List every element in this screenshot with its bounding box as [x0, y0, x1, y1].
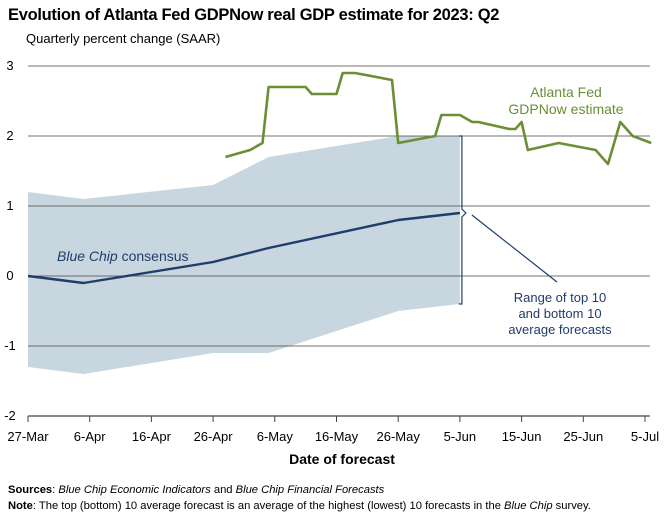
bluechip-label: Blue Chip consensus [57, 248, 189, 264]
methodology-note: Note: The top (bottom) 10 average foreca… [8, 500, 591, 512]
x-tick-label: 16-Apr [132, 429, 172, 444]
gdpnow-estimate-line [225, 71, 652, 166]
y-tick-label: -1 [4, 338, 16, 353]
y-tick-label: 1 [6, 198, 13, 213]
x-tick-label: 6-May [257, 429, 294, 444]
gdpnow-chart: 3 2 1 0 -1 -2 27-Mar 6-Apr 16-Apr 26-Apr 6-May 16-M… [4, 58, 659, 467]
gdpnow-label-line: GDPNow estimate [508, 101, 623, 117]
footnotes: Sources: Blue Chip Economic Indicators a… [8, 482, 591, 514]
x-axis-label: Date of forecast [289, 451, 395, 467]
range-label-line: and bottom 10 [518, 306, 601, 321]
range-bracket [458, 135, 467, 305]
chart-subtitle: Quarterly percent change (SAAR) [26, 31, 221, 46]
gdpnow-label-line: Atlanta Fed [530, 84, 602, 100]
x-tick-label: 16-May [315, 429, 359, 444]
x-tick-label: 25-Jun [563, 429, 603, 444]
x-tick-label: 27-Mar [7, 429, 49, 444]
y-tick-label: 2 [6, 128, 13, 143]
y-tick-label: 3 [6, 58, 13, 73]
sources-note: Sources: Blue Chip Economic Indicators a… [8, 484, 385, 496]
bluechip-consensus-line [27, 211, 461, 285]
chart-title: Evolution of Atlanta Fed GDPNow real GDP… [8, 6, 500, 24]
x-tick-label: 26-Apr [194, 429, 234, 444]
range-leader-line [471, 214, 558, 283]
x-tick-label: 5-Jun [444, 429, 477, 444]
y-tick-label: 0 [6, 268, 13, 283]
range-label-line: average forecasts [508, 322, 612, 337]
x-tick-label: 26-May [377, 429, 421, 444]
range-label-line: Range of top 10 [514, 290, 607, 305]
x-tick-label: 15-Jun [502, 429, 542, 444]
x-tick-label: 5-Jul [631, 429, 659, 444]
y-tick-label: -2 [4, 408, 16, 423]
x-tick-label: 6-Apr [74, 429, 106, 444]
